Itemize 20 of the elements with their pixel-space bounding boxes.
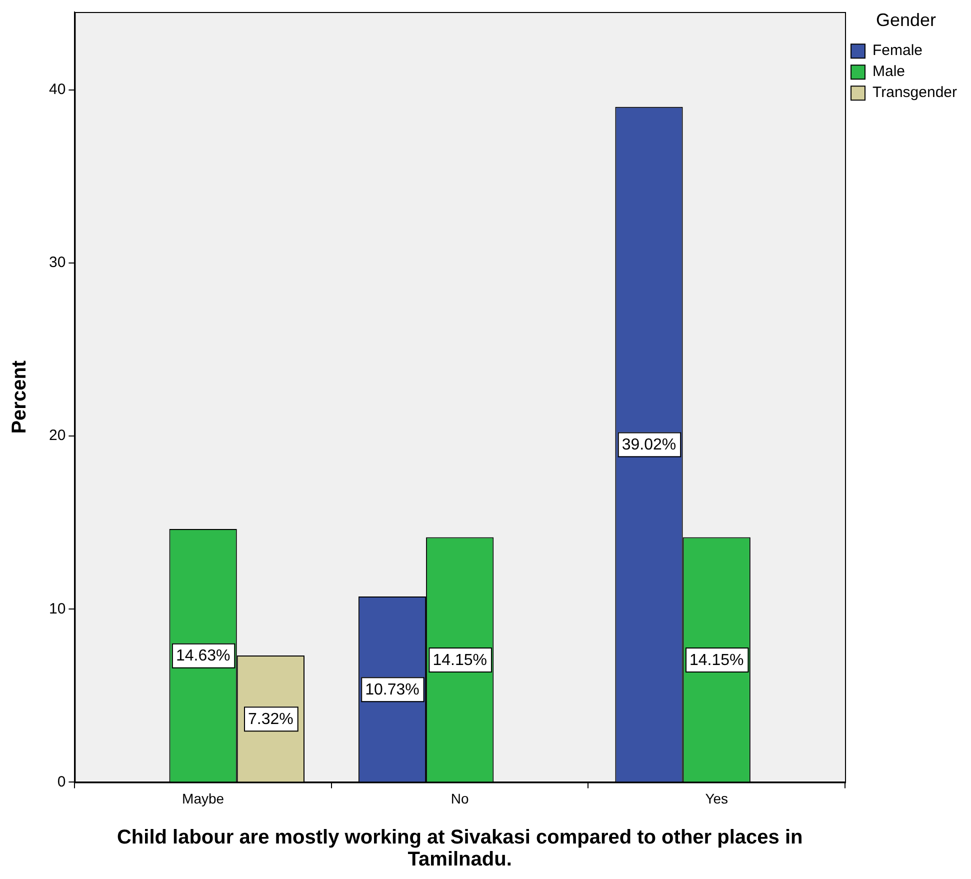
- legend-label: Male: [872, 63, 906, 80]
- legend-label: Female: [872, 42, 923, 60]
- x-axis-title: Child labour are mostly working at Sivakasi compared to other places in Tamilnadu.: [116, 826, 803, 871]
- x-tick-label: Yes: [705, 790, 728, 806]
- y-tick-label: 40: [48, 81, 66, 98]
- data-label: 14.15%: [689, 652, 744, 669]
- y-tick-label: 30: [48, 254, 66, 272]
- legend-label: Transgender: [872, 84, 958, 102]
- y-tick-label: 10: [48, 600, 66, 618]
- data-label: 7.32%: [248, 711, 294, 728]
- y-tick-label: 20: [48, 427, 66, 444]
- x-tick-label: No: [450, 790, 470, 806]
- data-label: 14.63%: [176, 648, 230, 665]
- data-label: 10.73%: [365, 682, 420, 698]
- y-axis-title: Percent: [8, 360, 31, 434]
- y-tick-label: 0: [57, 773, 66, 790]
- data-label: 14.15%: [432, 652, 487, 669]
- data-label: 39.02%: [622, 436, 676, 454]
- x-tick-label: Maybe: [182, 790, 224, 806]
- legend-title: Gender: [876, 10, 936, 30]
